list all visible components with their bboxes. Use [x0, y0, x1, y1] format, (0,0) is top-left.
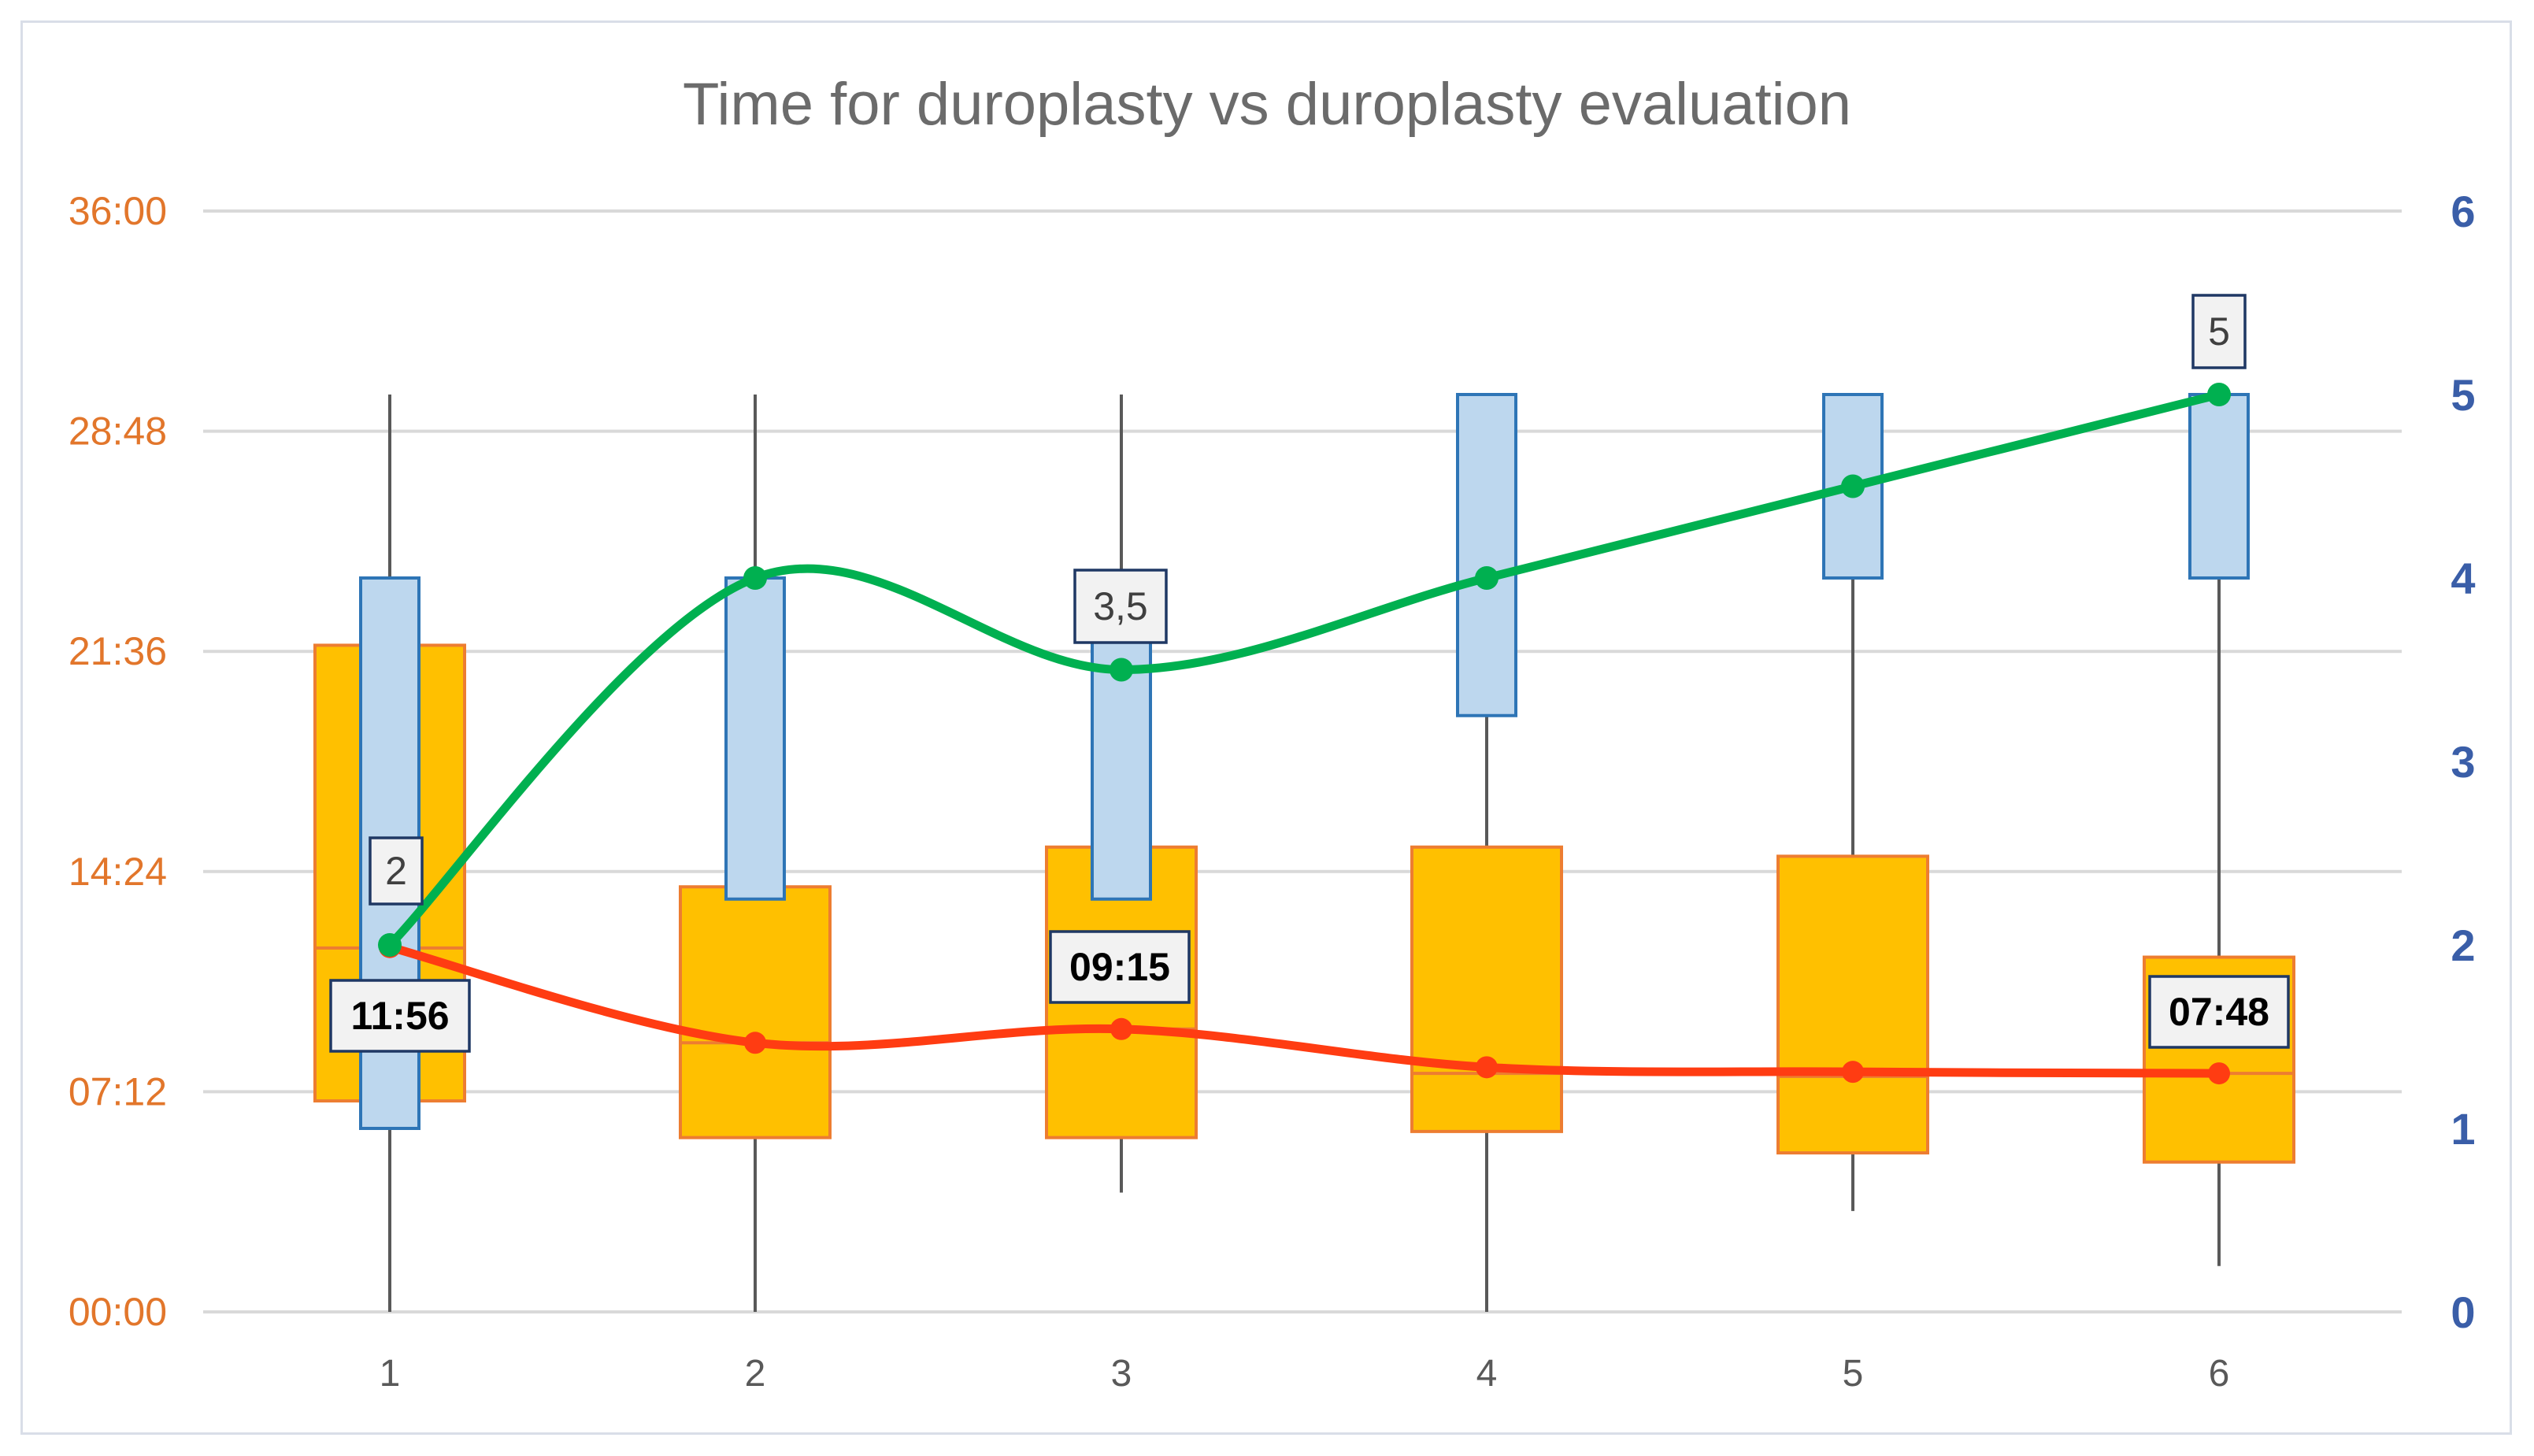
duroplasty-time-mean-label: 09:15 [1069, 945, 1170, 989]
x-tick-label: 3 [1111, 1353, 1132, 1395]
duroplasty-time-mean-label-box [2148, 975, 2290, 1049]
evaluation-mean-point [743, 566, 767, 590]
duroplasty-time-boxes [313, 643, 2295, 1164]
evaluation-box [724, 576, 786, 901]
y-right-tick-label: 4 [2451, 554, 2475, 603]
duroplasty-time-mean-label: 11:56 [350, 994, 449, 1038]
duroplasty-time-mean-label-box [1049, 930, 1191, 1004]
y-left-tick-label: 00:00 [69, 1290, 167, 1334]
evaluation-mean-line [385, 390, 2224, 950]
duroplasty-time-box [679, 885, 832, 1139]
mean-lines [378, 383, 2231, 1085]
axis-ticks: 00:00 07:12 14:24 21:36 28:48 36:00 0 1 2 3 4 5 6 1 2 3… [69, 187, 2476, 1395]
chart-title: Time for duroplasty vs duroplasty evalua… [683, 71, 1851, 138]
duroplasty-time-mean-point [1842, 1061, 1864, 1084]
evaluation-box [2188, 393, 2250, 580]
y-right-tick-label: 3 [2451, 737, 2475, 787]
evaluation-box [1091, 640, 1152, 901]
y-right-tick-label: 6 [2451, 187, 2475, 236]
y-right-tick-label: 2 [2451, 921, 2475, 970]
duroplasty-time-box [1410, 845, 1563, 1133]
duroplasty-time-mean-point [744, 1032, 766, 1054]
evaluation-mean-point [1110, 658, 1133, 682]
duroplasty-time-mean-point [2208, 1062, 2230, 1085]
evaluation-mean-label: 3,5 [1093, 584, 1148, 628]
evaluation-mean-label: 5 [2208, 309, 2230, 354]
evaluation-mean-point [1475, 566, 1499, 590]
x-tick-label: 6 [2209, 1353, 2230, 1395]
evaluation-mean-label-box [2191, 294, 2247, 369]
x-tick-label: 4 [1476, 1353, 1498, 1395]
evaluation-mean-point [2207, 383, 2231, 406]
y-left-tick-label: 07:12 [69, 1069, 167, 1113]
duroplasty-time-mean-point [1476, 1056, 1498, 1079]
y-left-tick-label: 28:48 [69, 409, 167, 454]
duroplasty-time-box [1776, 854, 1929, 1155]
y-left-tick-label: 36:00 [69, 189, 167, 233]
y-right-tick-label: 5 [2451, 370, 2475, 420]
evaluation-mean-point [1841, 474, 1865, 498]
x-tick-label: 5 [1843, 1353, 1864, 1395]
gridlines [203, 209, 2402, 1313]
duroplasty-time-mean-line [385, 943, 2224, 1078]
evaluation-mean-label-box [1073, 569, 1168, 644]
evaluation-box [1456, 393, 1517, 717]
data-labels: 2 3,5 5 11:56 09:15 07:48 [329, 294, 2290, 1053]
evaluation-mean-label-box [369, 836, 424, 906]
whiskers [388, 395, 2221, 1312]
y-right-tick-label: 1 [2451, 1104, 2475, 1154]
duroplasty-time-mean-point [1110, 1017, 1132, 1040]
x-tick-label: 2 [745, 1353, 766, 1395]
y-left-tick-label: 14:24 [69, 850, 167, 894]
evaluation-mean-label: 2 [385, 849, 407, 893]
x-tick-label: 1 [380, 1353, 401, 1395]
y-left-tick-label: 21:36 [69, 629, 167, 673]
evaluation-mean-point [378, 933, 402, 957]
duroplasty-time-mean-label: 07:48 [2169, 990, 2269, 1034]
duroplasty-time-mean-label-box [329, 979, 471, 1053]
y-right-tick-label: 0 [2451, 1287, 2475, 1337]
